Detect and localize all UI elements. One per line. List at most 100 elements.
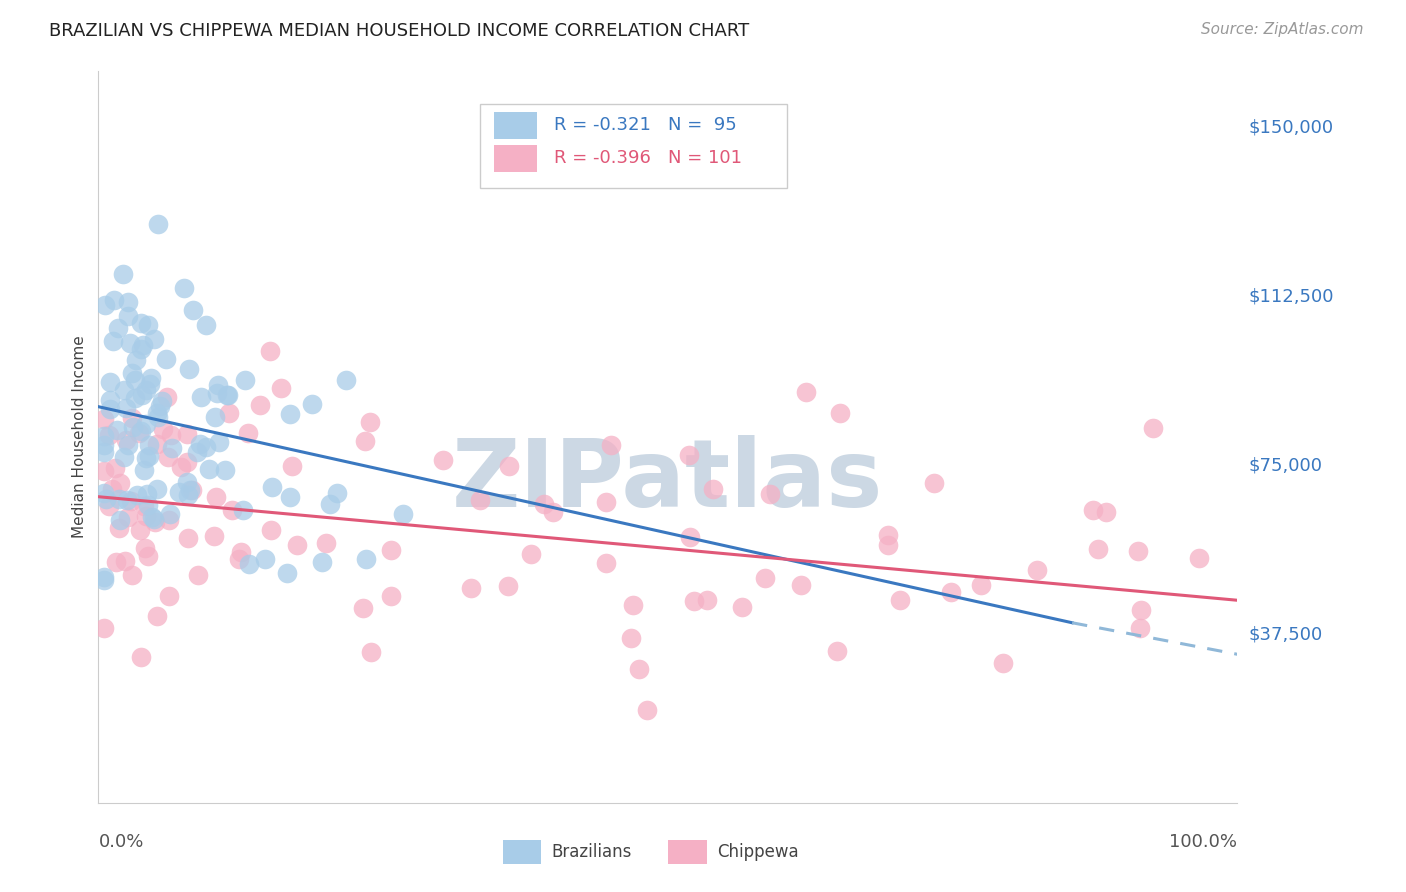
Point — [107, 320, 129, 334]
Point — [498, 579, 520, 593]
Point — [889, 592, 911, 607]
Point — [135, 451, 157, 466]
Text: $37,500: $37,500 — [1249, 625, 1323, 643]
Point — [1026, 563, 1049, 577]
Point — [179, 483, 201, 497]
Point — [876, 538, 898, 552]
Text: R = -0.321: R = -0.321 — [554, 117, 651, 135]
Point — [432, 453, 454, 467]
Point — [353, 434, 375, 448]
Point — [117, 309, 139, 323]
Point — [112, 383, 135, 397]
Point — [93, 569, 115, 583]
Point — [167, 484, 190, 499]
Point — [828, 406, 851, 420]
Point — [186, 444, 208, 458]
Point — [142, 332, 165, 346]
Point — [93, 464, 115, 478]
Point — [188, 437, 211, 451]
Point — [108, 491, 131, 506]
Point — [159, 507, 181, 521]
Text: $112,500: $112,500 — [1249, 287, 1334, 305]
Point — [696, 593, 718, 607]
Point — [122, 420, 145, 434]
Point — [221, 502, 243, 516]
Text: Brazilians: Brazilians — [551, 843, 633, 861]
Point — [460, 581, 482, 595]
Point — [335, 373, 357, 387]
Point — [104, 461, 127, 475]
Point — [204, 409, 226, 424]
FancyBboxPatch shape — [494, 145, 537, 172]
Point — [128, 523, 150, 537]
Y-axis label: Median Household Income: Median Household Income — [72, 335, 87, 539]
FancyBboxPatch shape — [494, 112, 537, 139]
Point — [636, 703, 658, 717]
Point — [205, 491, 228, 505]
Point — [121, 568, 143, 582]
Point — [125, 488, 148, 502]
Point — [183, 303, 205, 318]
Point — [177, 362, 200, 376]
Point — [991, 657, 1014, 671]
Point — [278, 491, 301, 505]
Point — [702, 483, 724, 497]
Point — [326, 486, 349, 500]
Point — [146, 406, 169, 420]
Point — [285, 537, 308, 551]
Point — [595, 557, 617, 571]
Point — [628, 662, 651, 676]
Text: 100.0%: 100.0% — [1170, 833, 1237, 851]
Point — [730, 599, 752, 614]
Point — [93, 429, 115, 443]
Point — [114, 554, 136, 568]
Point — [160, 441, 183, 455]
Text: 0.0%: 0.0% — [98, 833, 143, 851]
Point — [108, 476, 131, 491]
Point — [152, 422, 174, 436]
Point — [98, 392, 121, 407]
Point — [176, 475, 198, 490]
Point — [679, 530, 702, 544]
Point — [160, 427, 183, 442]
Point — [135, 508, 157, 523]
Point — [360, 645, 382, 659]
Point — [108, 513, 131, 527]
Point — [391, 507, 413, 521]
Point — [354, 552, 377, 566]
Point — [146, 410, 169, 425]
Point — [281, 458, 304, 473]
Point — [214, 463, 236, 477]
Point — [120, 494, 142, 508]
Point — [794, 385, 817, 400]
Point — [132, 338, 155, 352]
Point — [1095, 505, 1118, 519]
Point — [758, 487, 780, 501]
Point — [301, 397, 323, 411]
Point — [173, 281, 195, 295]
Point — [135, 417, 157, 431]
Point — [599, 438, 621, 452]
Point — [207, 377, 229, 392]
Point — [228, 552, 250, 566]
Text: N =  95: N = 95 — [668, 117, 737, 135]
Point — [218, 406, 240, 420]
Point — [177, 531, 200, 545]
Point — [124, 391, 146, 405]
Point — [195, 318, 218, 332]
Point — [217, 388, 239, 402]
Point — [129, 343, 152, 357]
Point — [1081, 502, 1104, 516]
Point — [149, 399, 172, 413]
Text: Source: ZipAtlas.com: Source: ZipAtlas.com — [1201, 22, 1364, 37]
Point — [129, 424, 152, 438]
Point — [117, 294, 139, 309]
Point — [922, 475, 945, 490]
Point — [678, 449, 700, 463]
Point — [114, 401, 136, 416]
Point — [311, 555, 333, 569]
Text: Chippewa: Chippewa — [717, 843, 799, 861]
Point — [150, 393, 173, 408]
Point — [94, 298, 117, 312]
Point — [157, 450, 180, 465]
